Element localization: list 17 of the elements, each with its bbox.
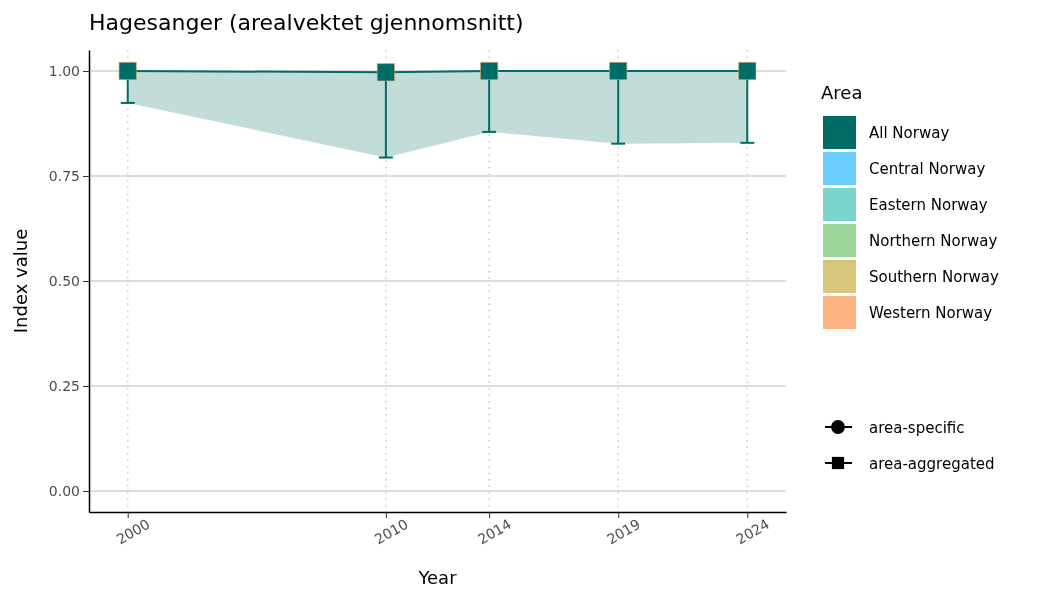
x-axis-title: Year xyxy=(417,567,458,588)
y-tick-label: 0.50 xyxy=(48,272,80,289)
y-tick-label: 0.25 xyxy=(48,377,80,394)
text: area-aggregated xyxy=(869,455,995,473)
legend-label: Northern Norway xyxy=(869,232,998,250)
y-tick-label: 1.00 xyxy=(48,62,80,79)
legend-label: All Norway xyxy=(869,124,950,142)
chart-title: Hagesanger (arealvektet gjennomsnitt) xyxy=(89,10,524,35)
legend-label: Eastern Norway xyxy=(869,196,988,214)
legend-title: Area xyxy=(821,82,863,103)
y-axis-title: Index value xyxy=(10,228,31,334)
legend-label: Southern Norway xyxy=(869,268,1000,286)
text: area-specific xyxy=(869,419,965,437)
legend-label: Central Norway xyxy=(869,160,986,178)
y-tick-label: 0.75 xyxy=(48,167,80,184)
legend-label: Western Norway xyxy=(869,304,993,322)
y-tick-label: 0.00 xyxy=(48,482,80,499)
